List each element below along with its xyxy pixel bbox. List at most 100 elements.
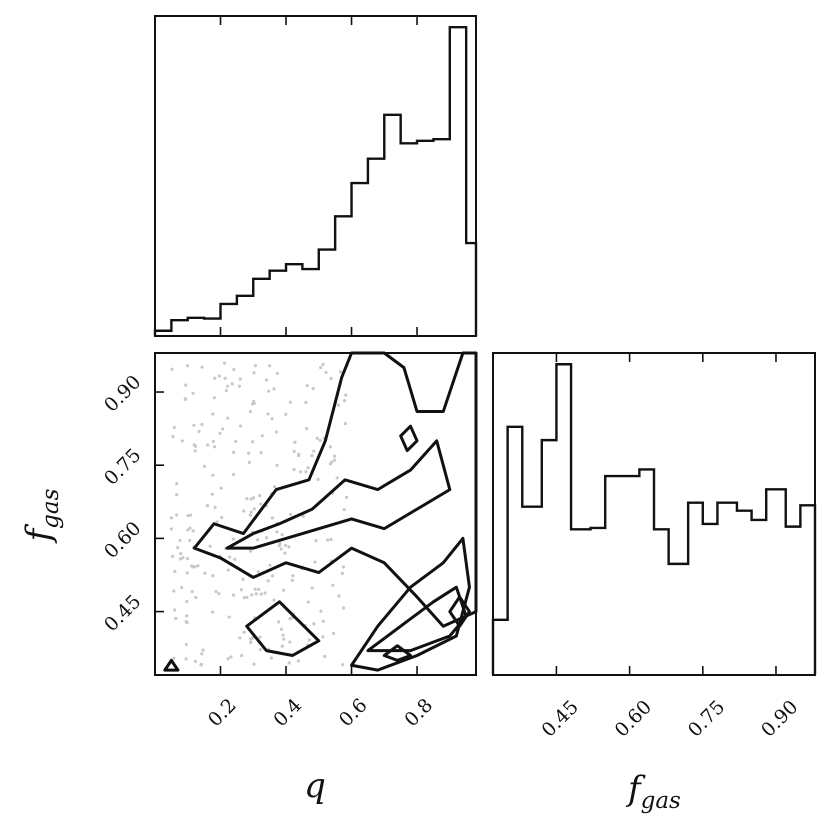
scatter-point [256,570,260,574]
scatter-point [292,467,296,472]
histogram-bin [384,115,400,336]
fgas-histogram-frame [492,352,816,676]
scatter-point [248,549,253,553]
scatter-point [324,370,328,374]
scatter-point [284,412,288,416]
scatter-point [268,563,272,567]
scatter-point [190,589,194,594]
scatter-point [184,657,188,661]
scatter-point [329,537,333,542]
scatter-point [240,653,244,658]
contour-inner [448,595,471,628]
scatter-point [196,564,200,568]
scatter-point [253,587,257,591]
scatter-point [224,389,228,393]
scatter-point [288,640,292,644]
x-tick-label: 0.8 [400,694,437,731]
scatter-point [264,536,269,540]
scatter-point [232,368,236,372]
contour-inner [225,439,452,550]
scatter-point [275,530,279,534]
scatter-point [190,564,194,568]
histogram-bin [752,520,767,675]
histogram-bin [188,318,204,336]
scatter-point [172,589,176,593]
scatter-point [169,516,174,520]
scatter-point [251,496,256,500]
scatter-point [245,497,249,501]
x-tick-label: 0.6 [335,694,372,731]
histogram-bin [286,264,302,336]
scatter-point [312,622,316,626]
scatter-point [335,476,339,480]
scatter-point [293,440,297,444]
fgas-histogram-tick-labels: 0.45 0.60 0.75 0.90 [537,696,802,741]
contour-inner [382,644,412,662]
scatter-point [280,644,284,648]
scatter-point [219,486,223,490]
histogram-step-line [491,363,817,675]
scatter-point [329,376,333,381]
scatter-point [218,431,222,435]
scatter-point [223,376,227,380]
scatter-point [217,592,221,596]
x-tick-label: 0.4 [269,694,306,731]
q-histogram-bars [153,26,478,336]
scatter-point [210,492,214,496]
q-histogram-frame [154,15,477,337]
scatter-point [242,596,246,600]
scatter-point [226,568,230,572]
scatter-point [280,533,284,537]
scatter-point [249,640,253,645]
scatter-point [234,439,238,444]
scatter-point [258,494,262,498]
scatter-point [306,466,310,470]
scatter-point [321,619,325,623]
scatter-point [336,403,340,407]
scatter-point [281,633,285,637]
x-tick-label: 0.60 [611,696,656,741]
scatter-point [248,513,252,517]
scatter-point [200,652,204,656]
scatter-point [200,365,204,369]
scatter-point [185,614,189,618]
scatter-point [231,472,236,477]
scatter-point [340,571,344,576]
scatter-point [251,440,255,444]
scatter-point [310,586,314,590]
scatter-point [183,397,187,401]
x-tick-label: 0.75 [684,696,729,741]
scatter-point [181,556,185,560]
histogram-bin [737,511,752,675]
scatter-point [272,598,276,602]
scatter-point [341,565,346,569]
scatter-point [178,538,182,543]
scatter-point [252,371,256,375]
fgas-subscript-left: gas [38,488,64,528]
scatter-point [305,426,309,431]
scatter-point [290,578,295,582]
scatter-point [185,556,190,561]
histogram-bin [204,319,220,336]
scatter-point [175,493,179,497]
scatter-point [211,574,215,578]
scatter-point [314,538,318,543]
scatter-point [226,657,230,661]
scatter-point [211,412,215,416]
scatter-point [333,458,337,462]
scatter-point [306,600,310,604]
x-tick-label: 0.2 [204,694,241,731]
scatter-point [213,445,217,449]
x-tick-label: 0.90 [757,696,802,741]
scatter-point [206,443,210,447]
q-histogram-ticks [219,16,418,336]
scatter-point [281,588,286,592]
scatter-point [238,377,242,381]
scatter-point [169,527,173,531]
scatter-point [188,526,192,530]
q-axis-label: q [304,766,326,806]
contour-outer [192,351,478,628]
histogram-bin [605,476,620,675]
scatter-point [345,495,349,499]
scatter-point [192,423,196,427]
